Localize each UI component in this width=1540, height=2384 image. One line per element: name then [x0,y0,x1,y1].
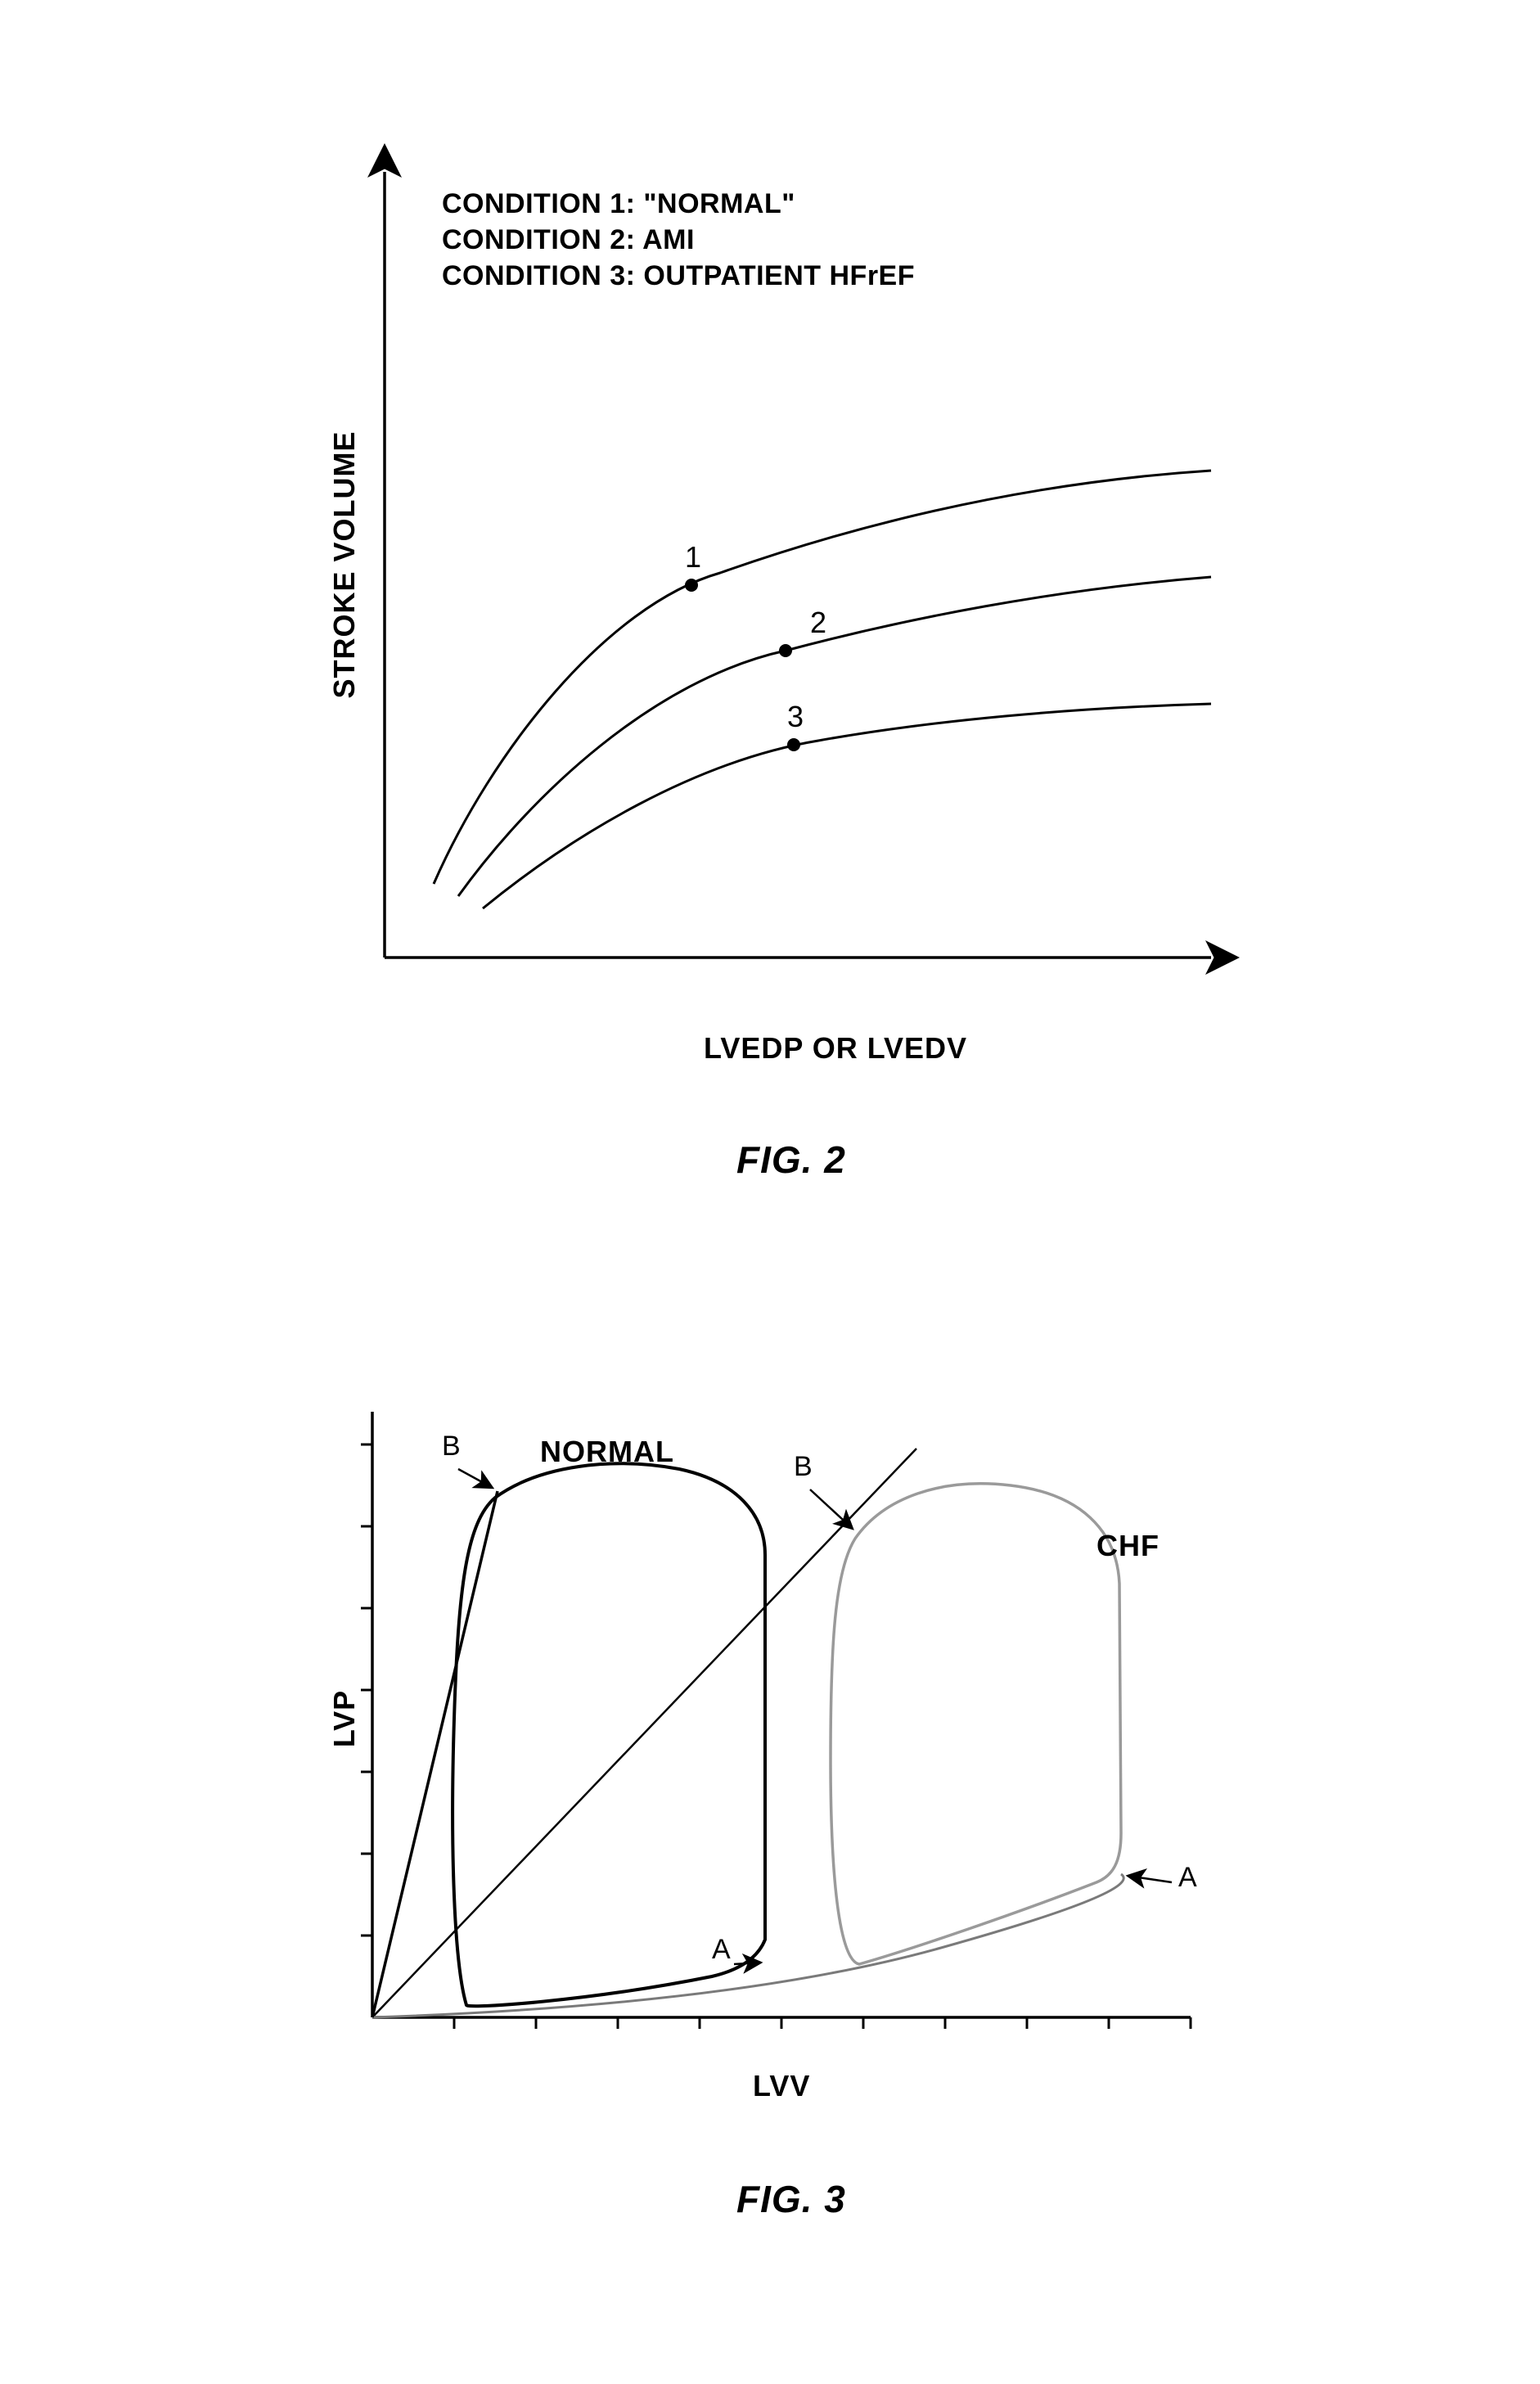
fig2-y-label: STROKE VOLUME [327,430,362,698]
fig3-chf-loop [831,1484,1121,1964]
fig2-curve-2 [458,577,1211,896]
fig3-y-ticks [361,1444,372,1936]
fig2-point-2-label: 2 [810,606,826,640]
fig2-legend-line-1: CONDITION 1: "NORMAL" [442,188,795,220]
fig3-normal-label: NORMAL [540,1435,674,1469]
fig2-legend-line-3: CONDITION 3: OUTPATIENT HFrEF [442,260,915,292]
fig2-x-label: LVEDP OR LVEDV [704,1031,967,1066]
fig2-curve-1 [434,471,1211,884]
fig3-x-ticks [454,2017,1191,2029]
fig3-edpvr-curve [372,1874,1123,2017]
fig3-chf-label: CHF [1096,1529,1160,1563]
fig2-point-2 [779,644,792,657]
fig3-svg [0,1309,1540,2292]
fig3-normal-B-arrow [458,1469,493,1488]
fig3-caption: FIG. 3 [736,2177,846,2221]
fig3-y-label: LVP [327,1690,362,1747]
fig3-normal-loop-espvr-segment [372,1491,498,2017]
fig2-point-1-label: 1 [685,540,701,575]
fig3-chf-A-label: A [1178,1862,1197,1894]
fig3-normal-B-label: B [442,1431,461,1462]
fig2-point-1 [685,579,698,592]
fig3-normal-A-arrow [734,1963,761,1964]
fig2-point-3 [787,738,800,751]
fig2-legend-line-2: CONDITION 2: AMI [442,224,695,256]
fig2-curve-3 [483,704,1211,908]
fig2-caption: FIG. 2 [736,1138,846,1182]
fig2-point-3-label: 3 [787,700,804,734]
fig3-chf-B-label: B [794,1451,813,1483]
fig3-x-label: LVV [753,2069,810,2103]
page-root: CONDITION 1: "NORMAL" CONDITION 2: AMI C… [0,0,1540,2384]
fig3-chf-B-arrow [810,1489,853,1529]
fig3-normal-loop [453,1463,765,2006]
fig3-chf-A-arrow [1128,1876,1172,1882]
fig3-normal-A-label: A [712,1934,731,1966]
